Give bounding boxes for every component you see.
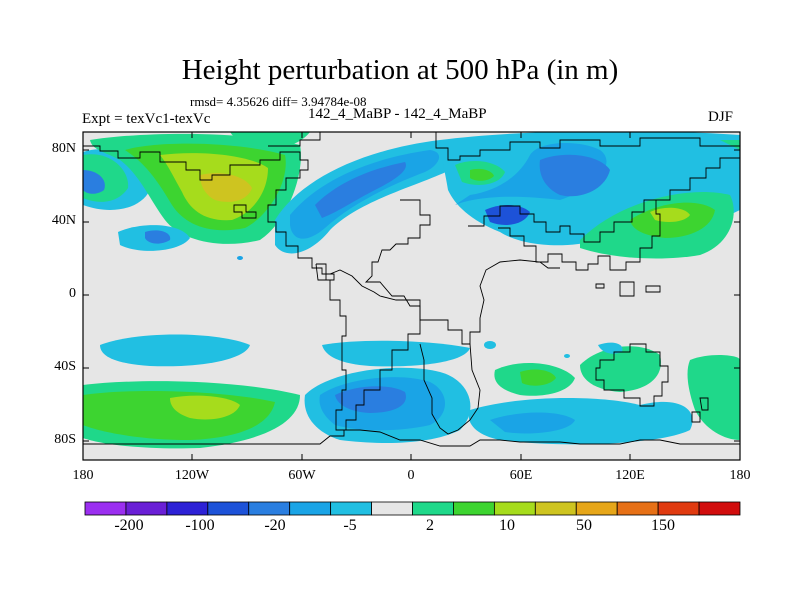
- axis-ticks: [82, 132, 741, 460]
- lat-label-40s: 40S: [54, 359, 76, 374]
- contour-sp-light-blue: [100, 334, 250, 367]
- coastline-europe-africa: [435, 132, 740, 161]
- lon-label-60w: 60W: [288, 468, 316, 483]
- lon-label-0: 0: [407, 468, 415, 483]
- lon-label-120e: 120E: [615, 468, 645, 483]
- contour-nw-blue: [83, 170, 105, 194]
- colorbar-box-1: [125, 501, 168, 516]
- colorbar-label-m5: -5: [343, 517, 357, 534]
- coastline-east-asia: [656, 157, 740, 201]
- contour-eurasia-green: [470, 168, 494, 181]
- colorbar-label-10: 10: [499, 517, 515, 534]
- lat-label-80s: 80S: [54, 432, 76, 447]
- colorbar-label-m20: -20: [264, 517, 286, 534]
- colorbar: [84, 501, 741, 516]
- lon-label-120w: 120W: [174, 468, 210, 483]
- contour-blob-1: [237, 256, 243, 260]
- contour-pac-blue: [145, 230, 171, 244]
- colorbar-box-7: [371, 501, 413, 516]
- colorbar-label-m100: -100: [185, 517, 215, 534]
- lon-label-180w: 180: [72, 468, 94, 483]
- contour-arctic-teal: [230, 132, 310, 149]
- lat-label-40n: 40N: [51, 213, 76, 228]
- lon-label-180e: 180: [729, 468, 751, 483]
- lat-label-0: 0: [69, 286, 76, 301]
- colorbar-box-3: [207, 501, 250, 516]
- colorbar-box-4: [248, 501, 291, 516]
- lat-label-80n: 80N: [51, 141, 76, 156]
- colorbar-box-8: [412, 501, 454, 516]
- coastline-north-america: [83, 145, 335, 281]
- contour-sa-blue: [335, 386, 406, 413]
- coastline-gulf: [233, 204, 257, 219]
- coastline-mediterranean: [364, 199, 560, 345]
- coastlines: [83, 132, 740, 447]
- contour-fills: [83, 132, 740, 449]
- colorbar-box-13: [616, 501, 659, 516]
- colorbar-box-14: [657, 501, 700, 516]
- coastline-south-america: [315, 263, 421, 431]
- stats-text: rmsd= 4.35626 diff= 3.94784e-08: [190, 94, 367, 109]
- colorbar-box-15: [698, 501, 741, 516]
- coastline-new-zealand: [691, 397, 709, 423]
- contour-sp-yellowgreen: [170, 395, 240, 420]
- colorbar-box-9: [453, 501, 495, 516]
- coastline-antarctica: [83, 429, 740, 447]
- season-label: DJF: [708, 109, 734, 125]
- coastline-arctic-islands: [268, 132, 321, 147]
- coastline-islands-se-asia: [595, 281, 661, 297]
- colorbar-box-5: [289, 501, 332, 516]
- colorbar-box-2: [166, 501, 209, 516]
- contour-eurasia-deep-blue: [485, 204, 530, 225]
- colorbar-label-2: 2: [426, 517, 434, 534]
- contour-aus-light-blue: [598, 342, 623, 354]
- contour-east-edge-teal: [720, 140, 740, 150]
- colorbar-box-11: [534, 501, 577, 516]
- colorbar-box-10: [493, 501, 536, 516]
- runs-label: 142_4_MaBP - 142_4_MaBP: [308, 106, 487, 122]
- coastline-australia: [595, 343, 669, 407]
- contour-aus-teal: [580, 346, 661, 392]
- contour-blob-2: [484, 341, 496, 349]
- colorbar-box-6: [330, 501, 372, 516]
- experiment-label: Expt = texVc1-texVc: [82, 111, 211, 127]
- colorbar-label-150: 150: [651, 517, 675, 534]
- contour-blob-3: [564, 354, 570, 358]
- contour-si-mid-blue: [490, 412, 575, 434]
- colorbar-label-m200: -200: [114, 517, 144, 534]
- contour-eurasia-blue: [539, 154, 610, 197]
- coastline-africa-south: [419, 343, 481, 435]
- lon-label-60e: 60E: [509, 468, 533, 483]
- coastline-asia: [468, 199, 661, 271]
- colorbar-box-12: [575, 501, 618, 516]
- contour-se-teal: [687, 355, 740, 440]
- contour-atl-blue: [315, 162, 406, 218]
- contour-sa-light-blue: [322, 340, 470, 367]
- contour-si-green: [520, 369, 556, 386]
- colorbar-box-0: [84, 501, 127, 516]
- contour-na-olive: [200, 173, 252, 202]
- colorbar-label-50: 50: [576, 517, 592, 534]
- map-title: Height perturbation at 500 hPa (in m): [181, 54, 619, 86]
